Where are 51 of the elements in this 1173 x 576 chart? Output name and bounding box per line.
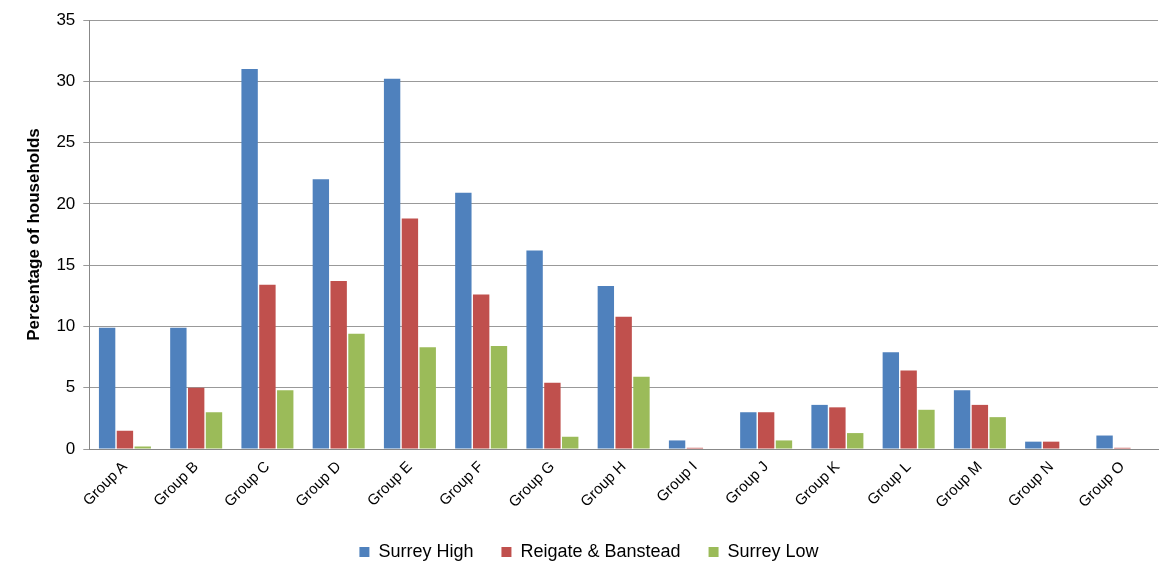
bar: [811, 404, 828, 449]
bar: [187, 387, 205, 449]
bar: [900, 370, 917, 449]
bar: [170, 327, 187, 449]
bar: [882, 352, 900, 449]
bar: [455, 192, 472, 449]
bar: [348, 333, 365, 449]
bar: [259, 284, 276, 449]
bar: [241, 69, 258, 449]
bar: [615, 316, 632, 449]
bar: [847, 433, 864, 449]
bar: [918, 409, 935, 449]
bar: [330, 281, 347, 449]
bar: [526, 250, 543, 449]
bar: [472, 294, 490, 449]
bar: [401, 218, 419, 449]
bar: [383, 78, 401, 449]
y-tick-label: 35: [56, 9, 76, 29]
bar: [205, 412, 223, 449]
bar: [1042, 441, 1060, 449]
y-tick-label: 15: [56, 254, 76, 274]
bar: [740, 412, 757, 449]
bar: [544, 382, 561, 449]
legend-label: Surrey Low: [727, 540, 820, 561]
bar: [775, 440, 793, 449]
bar: [490, 346, 508, 449]
bar: [98, 327, 116, 449]
bar: [989, 417, 1006, 449]
bar: [562, 436, 579, 449]
bar: [1025, 441, 1042, 449]
bar: [971, 404, 989, 449]
bar: [953, 390, 971, 449]
y-tick-label: 25: [56, 132, 76, 152]
y-tick-label: 0: [65, 438, 76, 458]
y-axis-title: Percentage of households: [23, 128, 43, 341]
bar: [419, 347, 436, 449]
bar: [312, 179, 330, 449]
bar: [597, 285, 615, 449]
bar: [633, 376, 650, 449]
y-tick-label: 5: [65, 377, 76, 397]
legend-label: Reigate & Banstead: [520, 540, 681, 561]
y-tick-label: 10: [56, 316, 76, 336]
bar: [116, 430, 134, 449]
bar: [829, 407, 846, 449]
bar: [277, 390, 294, 449]
legend-label: Surrey High: [378, 540, 474, 561]
y-tick-label: 20: [56, 193, 76, 213]
bar: [668, 440, 686, 449]
bar: [757, 412, 775, 449]
bar: [1096, 435, 1113, 449]
y-tick-label: 30: [56, 70, 76, 90]
